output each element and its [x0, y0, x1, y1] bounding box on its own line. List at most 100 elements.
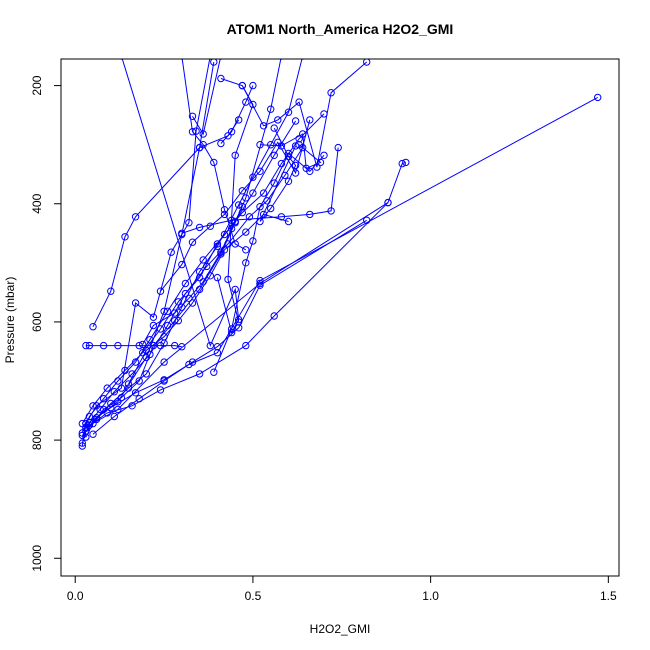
data-point: [284, 149, 293, 158]
data-point: [299, 130, 307, 138]
data-point: [163, 307, 172, 315]
data-point: [131, 299, 140, 307]
data-point: [224, 132, 232, 140]
data-point: [149, 313, 158, 321]
y-tick-label: 400: [30, 193, 44, 213]
series-line: [181, 147, 339, 234]
data-point: [249, 189, 257, 197]
data-point: [306, 116, 314, 124]
data-point: [96, 405, 104, 414]
data-point: [213, 349, 222, 357]
data-point: [206, 341, 215, 350]
data-point: [594, 93, 602, 102]
data-point: [131, 389, 140, 397]
data-point: [249, 173, 257, 181]
data-point: [156, 386, 165, 394]
data-point: [114, 341, 122, 350]
data-point: [235, 201, 243, 209]
data-point: [256, 141, 264, 149]
data-point: [213, 240, 222, 248]
series-line: [192, 59, 221, 136]
data-point: [107, 287, 115, 295]
data-point: [156, 325, 165, 333]
data-point: [242, 98, 250, 106]
data-point: [398, 159, 406, 168]
data-point: [213, 273, 222, 282]
y-tick-label: 800: [30, 430, 44, 450]
data-point: [178, 303, 186, 311]
data-point: [220, 206, 229, 214]
data-point: [178, 229, 186, 238]
data-point: [242, 246, 250, 254]
data-point: [185, 219, 193, 227]
data-point: [174, 317, 183, 325]
data-point: [99, 395, 108, 403]
data-point: [238, 187, 247, 195]
data-point: [85, 421, 94, 429]
data-point: [270, 312, 278, 320]
plot-area: [78, 59, 602, 450]
data-point: [110, 388, 119, 396]
data-point: [78, 429, 87, 437]
data-point: [82, 433, 90, 441]
series-4: [78, 59, 305, 440]
series-line: [181, 59, 247, 251]
y-tick-label: 200: [30, 75, 44, 95]
data-point: [242, 259, 250, 267]
data-point: [174, 298, 183, 306]
data-point: [188, 112, 197, 121]
series-line: [142, 206, 243, 345]
data-point: [89, 430, 97, 438]
data-point: [142, 370, 151, 378]
data-point: [160, 376, 168, 384]
series-25: [217, 81, 257, 148]
data-point: [171, 341, 179, 350]
series-7: [78, 117, 300, 428]
data-point: [249, 100, 257, 109]
data-point: [217, 74, 225, 83]
data-point: [256, 203, 264, 211]
data-point: [131, 213, 140, 221]
data-point: [235, 324, 243, 332]
data-point: [291, 117, 300, 125]
data-point: [185, 360, 193, 369]
data-point: [227, 128, 236, 136]
data-point: [242, 228, 250, 236]
data-point: [284, 217, 293, 226]
data-point: [231, 151, 239, 160]
data-point: [259, 189, 268, 197]
data-point: [160, 333, 168, 341]
data-point: [163, 321, 172, 330]
series-layer: [78, 59, 602, 450]
data-point: [188, 299, 197, 307]
data-point: [114, 405, 122, 414]
data-point: [220, 246, 229, 254]
data-point: [363, 59, 371, 66]
data-point: [142, 346, 151, 354]
data-point: [181, 279, 190, 288]
data-point: [256, 167, 264, 176]
data-point: [89, 402, 97, 410]
data-point: [291, 169, 300, 177]
data-point: [245, 213, 254, 221]
data-point: [107, 403, 115, 412]
data-point: [270, 124, 278, 132]
data-point: [199, 141, 207, 149]
data-point: [156, 341, 165, 350]
data-point: [124, 380, 133, 388]
data-point: [220, 230, 229, 239]
data-point: [178, 260, 186, 269]
data-point: [89, 323, 97, 331]
series-line: [92, 219, 367, 435]
series-line: [220, 61, 368, 168]
data-point: [199, 256, 207, 264]
data-point: [107, 399, 115, 408]
data-point: [188, 238, 197, 246]
x-axis-label: H2O2_GMI: [310, 622, 371, 636]
data-point: [160, 358, 168, 366]
data-point: [295, 141, 303, 149]
data-point: [110, 412, 119, 421]
series-line: [213, 152, 325, 373]
data-point: [131, 358, 140, 366]
data-point: [327, 89, 335, 97]
